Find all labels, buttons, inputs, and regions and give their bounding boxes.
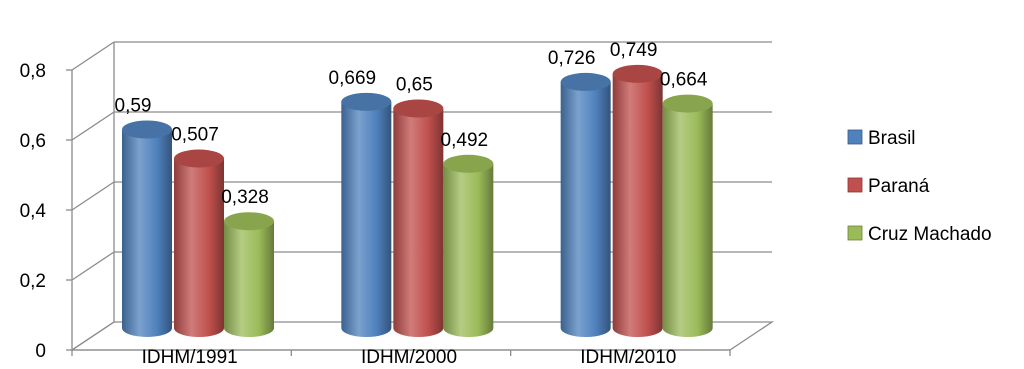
- data-label: 0,492: [441, 130, 489, 151]
- data-label: 0,65: [396, 75, 433, 96]
- data-label: 0,726: [548, 48, 596, 69]
- legend-layer: Brasil Paraná Cruz Machado: [848, 128, 992, 245]
- data-label: 0,328: [221, 187, 269, 208]
- x-tick-label: IDHM/2000: [361, 347, 457, 368]
- data-label: 0,669: [329, 68, 377, 89]
- bar-brasil-1: [122, 121, 172, 337]
- legend-swatch: [848, 178, 862, 192]
- side-gridline: [72, 252, 114, 280]
- bars-layer: [122, 65, 713, 337]
- legend-label: Paraná: [868, 176, 930, 197]
- x-tick-label: IDHM/2010: [580, 347, 676, 368]
- legend-swatch: [848, 226, 862, 240]
- y-tick-label: 0,2: [20, 271, 46, 292]
- y-tick-label: 0,4: [20, 201, 47, 222]
- data-label: 0,507: [171, 125, 219, 146]
- data-label: 0,749: [610, 40, 658, 61]
- bar-cruz-machado-3: [663, 95, 713, 337]
- y-tick-label: 0: [35, 341, 46, 362]
- legend-item-brasil: Brasil: [848, 128, 916, 149]
- legend-item-cruz-machado: Cruz Machado: [848, 224, 992, 245]
- legend-label: Cruz Machado: [868, 224, 992, 245]
- bar-paraná-1: [174, 150, 224, 337]
- bar-brasil-2: [341, 93, 391, 337]
- side-gridline: [72, 42, 114, 70]
- legend-label: Brasil: [868, 128, 916, 149]
- bar-paraná-2: [393, 100, 443, 338]
- legend-item-paraná: Paraná: [848, 176, 930, 197]
- bar-paraná-3: [613, 65, 663, 337]
- data-label: 0,59: [115, 96, 152, 117]
- side-gridline: [72, 112, 114, 140]
- data-label: 0,664: [660, 70, 708, 91]
- bar-cruz-machado-1: [224, 212, 274, 337]
- bar-brasil-3: [561, 73, 611, 337]
- bar-cruz-machado-2: [443, 155, 493, 337]
- legend-swatch: [848, 130, 862, 144]
- y-tick-label: 0,8: [20, 61, 46, 82]
- y-tick-label: 0,6: [20, 131, 46, 152]
- side-gridline: [72, 182, 114, 210]
- x-tick-label: IDHM/1991: [142, 347, 238, 368]
